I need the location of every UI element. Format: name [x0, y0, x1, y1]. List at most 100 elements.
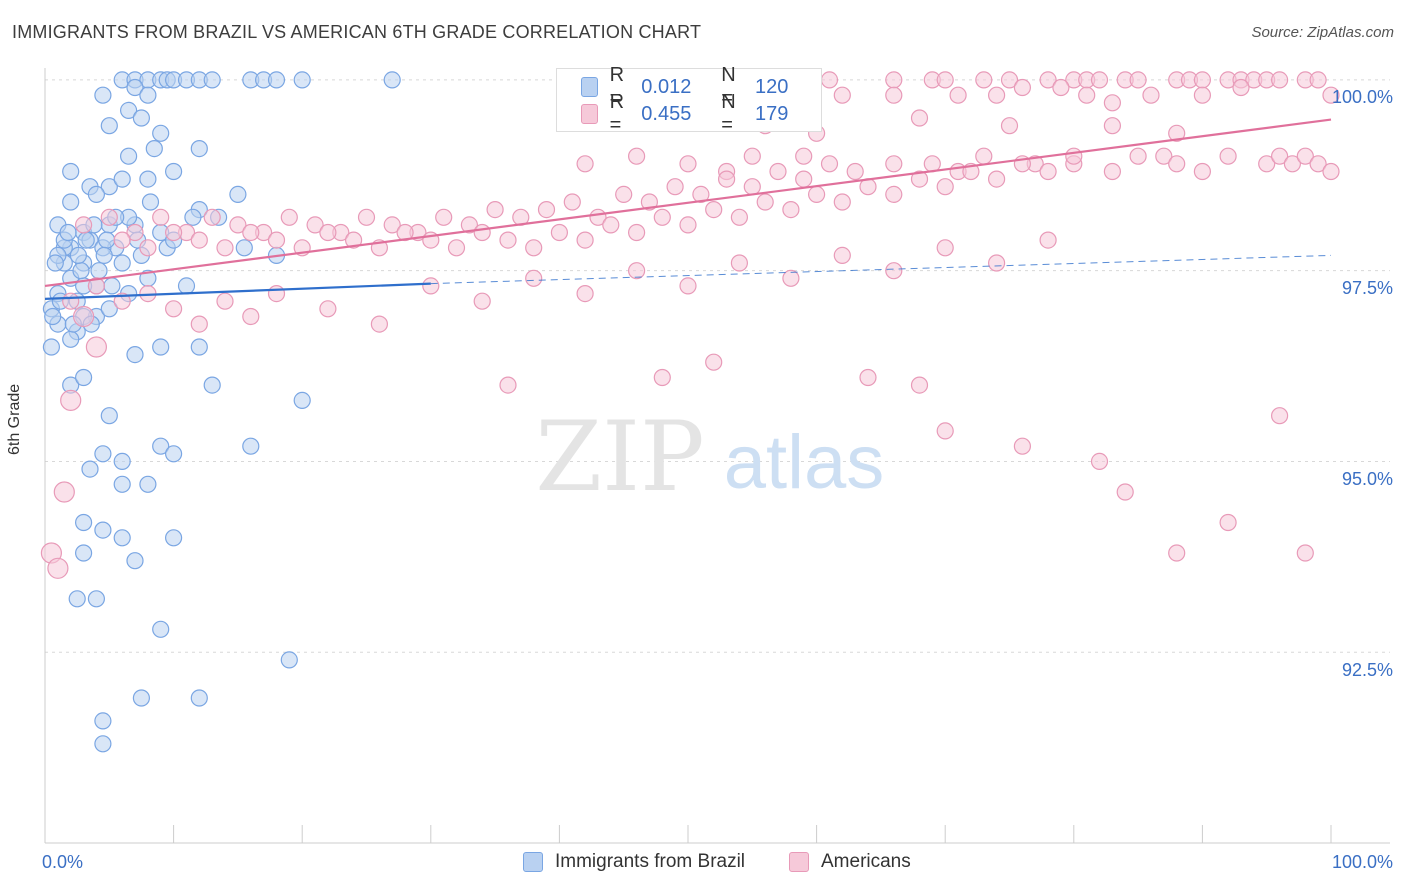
americans-point [1322, 162, 1340, 181]
americans-point [242, 223, 260, 242]
americans-point [537, 201, 556, 219]
y-tick-label: 92.5% [1341, 660, 1393, 680]
legend-r-label: R = [609, 91, 625, 136]
brazil-point [141, 193, 160, 211]
americans-point [499, 376, 517, 394]
brazil-point [94, 445, 112, 463]
brazil-point [139, 86, 157, 104]
americans-point [987, 86, 1006, 104]
americans-point [190, 231, 208, 249]
americans-point [1155, 147, 1173, 165]
americans-point [563, 193, 581, 211]
brazil-point [100, 407, 118, 425]
americans-point [730, 254, 749, 272]
americans-point [126, 223, 144, 242]
americans-point [833, 246, 851, 264]
brazil-point [81, 460, 99, 478]
americans-point [1193, 86, 1212, 104]
americans-point [627, 262, 646, 280]
brazil-point [59, 223, 77, 242]
americans-point [769, 162, 787, 181]
brazil-point [74, 513, 93, 532]
legend-row-americans: R = 0.455 N = 179 [581, 91, 821, 136]
brazil-point [280, 651, 298, 669]
legend-n-value: 179 [755, 102, 789, 125]
americans-point [1232, 78, 1250, 97]
watermark: ZIP atlas [535, 401, 884, 513]
legend-swatch-americans [581, 104, 598, 124]
brazil-point [94, 712, 112, 730]
americans-trend-line [44, 118, 1332, 288]
americans-point [1270, 407, 1289, 425]
brazil-point [113, 452, 131, 470]
americans-point [820, 155, 839, 173]
brazil-point [190, 140, 208, 158]
brazil-point [90, 262, 108, 280]
americans-point [267, 285, 286, 303]
americans-point [717, 170, 736, 188]
brazil-point [229, 185, 247, 203]
americans-point [576, 155, 594, 173]
americans-point [72, 305, 95, 328]
americans-point [705, 201, 723, 219]
legend-label-americans: Americans [821, 851, 911, 872]
brazil-point [126, 346, 144, 364]
americans-point [627, 223, 646, 242]
brazil-point [152, 437, 170, 455]
brazil-point [87, 185, 106, 203]
americans-point [1309, 155, 1327, 173]
americans-point [267, 231, 286, 249]
legend-r-value: 0.455 [641, 102, 692, 125]
americans-point [795, 170, 813, 188]
brazil-point [100, 178, 118, 196]
americans-point [833, 193, 851, 211]
brazil-point [203, 376, 221, 394]
x-tick-label: 0.0% [42, 852, 84, 872]
series-legend: Immigrants from Brazil Americans [0, 851, 1406, 877]
americans-point [936, 239, 954, 257]
americans-point [203, 208, 221, 226]
brazil-point [152, 124, 170, 142]
brazil-point [87, 590, 106, 608]
brazil-point [95, 246, 113, 264]
americans-point [820, 71, 839, 89]
americans-point [499, 231, 517, 249]
americans-point [100, 208, 118, 226]
americans-point [987, 254, 1006, 272]
brazil-point [113, 170, 131, 188]
americans-point [859, 368, 877, 387]
brazil-point [139, 170, 157, 188]
americans-point [910, 170, 929, 188]
americans-point [85, 336, 108, 358]
americans-point [306, 216, 324, 234]
brazil-point [235, 239, 253, 257]
brazil-point [145, 140, 163, 158]
americans-point [1309, 71, 1327, 89]
americans-point [795, 147, 813, 165]
americans-point [833, 86, 851, 104]
brazil-point [184, 208, 202, 226]
americans-point [910, 109, 929, 127]
americans-point [975, 71, 993, 89]
americans-point [730, 208, 749, 226]
brazil-point [267, 71, 286, 89]
americans-point [1078, 86, 1096, 104]
americans-point [653, 368, 671, 387]
brazil-point [74, 544, 93, 562]
americans-point [1090, 452, 1109, 470]
americans-point [74, 216, 93, 234]
brazil-point [120, 101, 138, 120]
brazil-point [165, 162, 183, 181]
brazil-point [139, 475, 157, 493]
brazil-point [100, 117, 118, 135]
americans-point [653, 208, 671, 226]
americans-point [1129, 71, 1147, 89]
brazil-point [94, 521, 112, 539]
americans-point [936, 422, 954, 440]
americans-point [885, 262, 903, 280]
legend-item-americans: Americans [789, 851, 911, 873]
brazil-point [242, 437, 260, 455]
americans-point [987, 170, 1006, 188]
brazil-point [152, 338, 170, 356]
americans-point [1219, 147, 1237, 165]
